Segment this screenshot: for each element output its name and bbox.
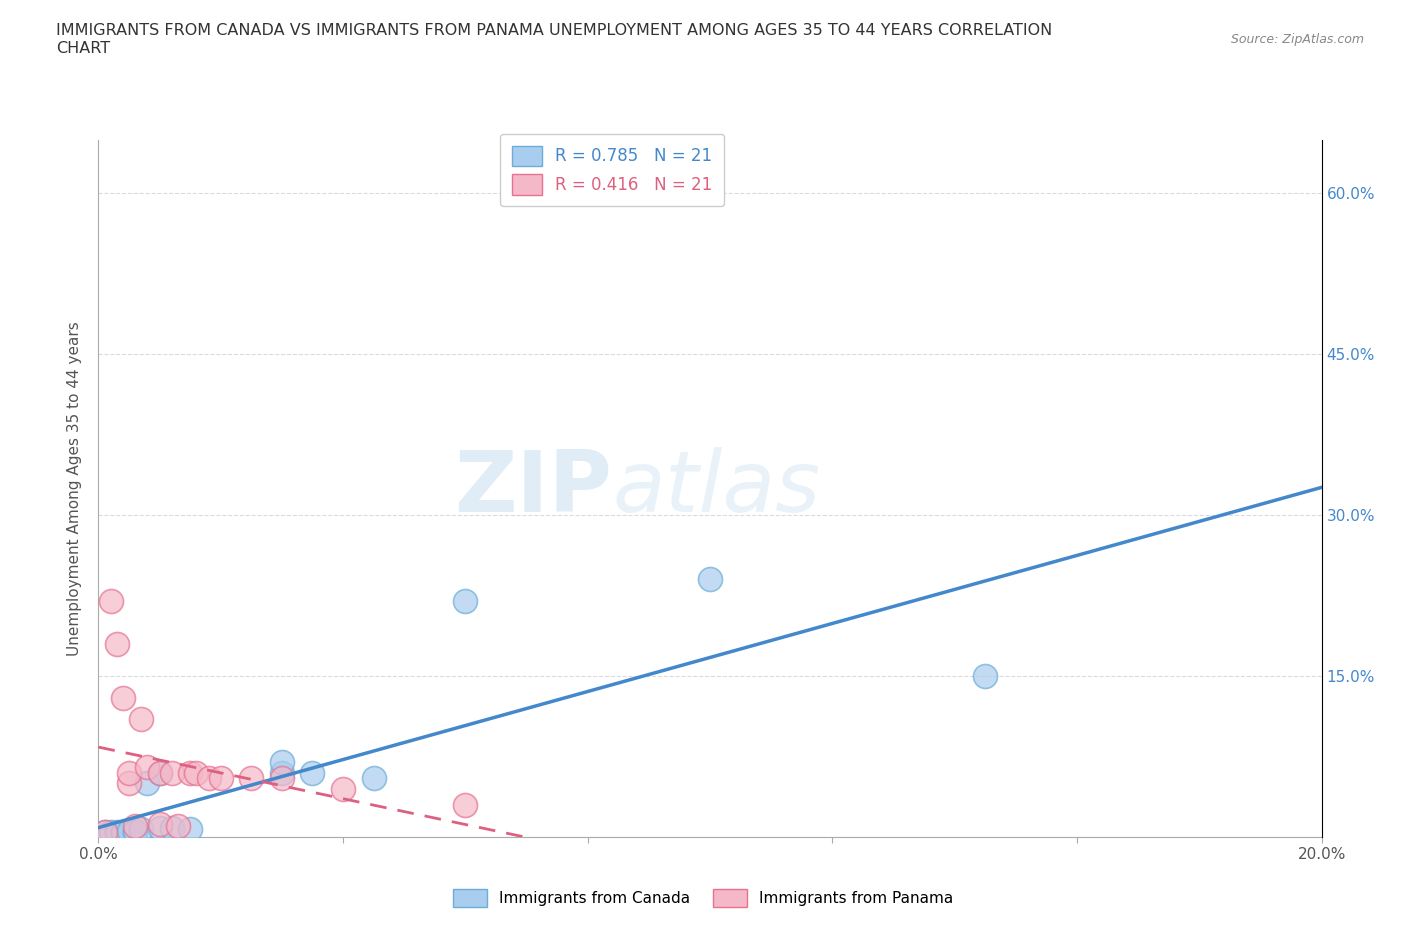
Point: [270, 771, 292, 786]
Point: [454, 593, 477, 608]
Point: [179, 822, 201, 837]
Point: [209, 771, 232, 786]
Point: [160, 821, 183, 836]
Text: Source: ZipAtlas.com: Source: ZipAtlas.com: [1230, 33, 1364, 46]
Point: [149, 817, 172, 831]
Text: ZIP: ZIP: [454, 446, 612, 530]
Point: [136, 776, 159, 790]
Point: [363, 771, 385, 786]
Point: [124, 818, 146, 833]
Point: [105, 636, 128, 651]
Y-axis label: Unemployment Among Ages 35 to 44 years: Unemployment Among Ages 35 to 44 years: [67, 321, 83, 656]
Text: IMMIGRANTS FROM CANADA VS IMMIGRANTS FROM PANAMA UNEMPLOYMENT AMONG AGES 35 TO 4: IMMIGRANTS FROM CANADA VS IMMIGRANTS FRO…: [56, 23, 1053, 56]
Point: [270, 765, 292, 780]
Point: [118, 823, 141, 838]
Point: [454, 797, 477, 812]
Legend: R = 0.785   N = 21, R = 0.416   N = 21: R = 0.785 N = 21, R = 0.416 N = 21: [501, 134, 724, 206]
Point: [93, 824, 115, 839]
Point: [167, 818, 190, 833]
Point: [699, 572, 721, 587]
Point: [129, 711, 152, 726]
Point: [160, 765, 183, 780]
Legend: Immigrants from Canada, Immigrants from Panama: Immigrants from Canada, Immigrants from …: [447, 884, 959, 913]
Point: [118, 765, 141, 780]
Point: [974, 669, 997, 684]
Point: [100, 824, 122, 839]
Text: atlas: atlas: [612, 446, 820, 530]
Point: [93, 824, 115, 839]
Point: [197, 771, 219, 786]
Point: [111, 690, 134, 705]
Point: [332, 781, 354, 796]
Point: [136, 760, 159, 775]
Point: [129, 822, 152, 837]
Point: [111, 824, 134, 839]
Point: [100, 593, 122, 608]
Point: [179, 765, 201, 780]
Point: [124, 824, 146, 839]
Point: [240, 771, 263, 786]
Point: [301, 765, 323, 780]
Point: [105, 824, 128, 839]
Point: [111, 824, 134, 839]
Point: [149, 765, 172, 780]
Point: [124, 823, 146, 838]
Point: [118, 776, 141, 790]
Point: [149, 765, 172, 780]
Point: [149, 821, 172, 836]
Point: [186, 765, 208, 780]
Point: [270, 754, 292, 769]
